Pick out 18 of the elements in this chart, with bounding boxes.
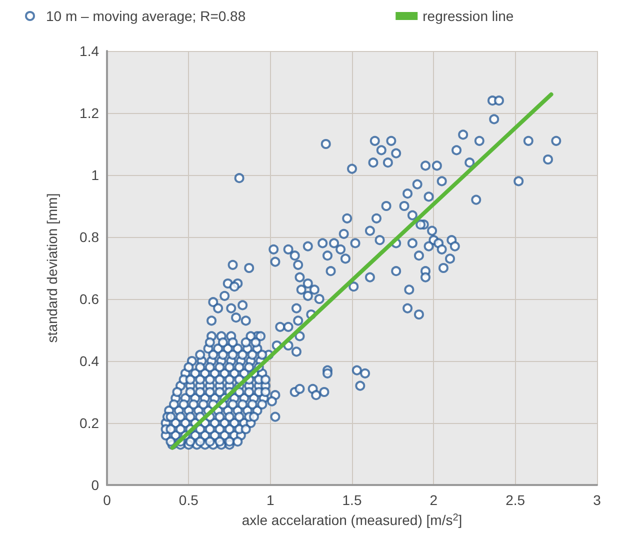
- y-tick-label: 0.6: [80, 291, 100, 307]
- x-tick-label: 1: [266, 492, 274, 508]
- y-axis-title: standard deviation [mm]: [44, 193, 60, 343]
- legend-label: 10 m – moving average; R=0.88: [46, 8, 246, 24]
- y-tick-label: 0.8: [80, 229, 100, 245]
- y-tick-label: 1.4: [80, 43, 100, 59]
- x-tick-label: 3: [593, 492, 602, 508]
- legend-label: regression line: [422, 8, 514, 24]
- y-tick-label: 0.2: [80, 415, 100, 431]
- x-tick-label: 0: [103, 492, 112, 508]
- y-tick-label: 1: [91, 167, 100, 183]
- x-tick-label: 2.5: [506, 492, 526, 508]
- y-tick-label: 0: [91, 477, 100, 493]
- x-tick-label: 0.5: [178, 492, 199, 508]
- x-tick-label: 2: [430, 492, 438, 508]
- y-tick-label: 0.4: [80, 353, 100, 369]
- y-tick-label: 1.2: [80, 105, 100, 121]
- x-tick-label: 1.5: [342, 492, 362, 508]
